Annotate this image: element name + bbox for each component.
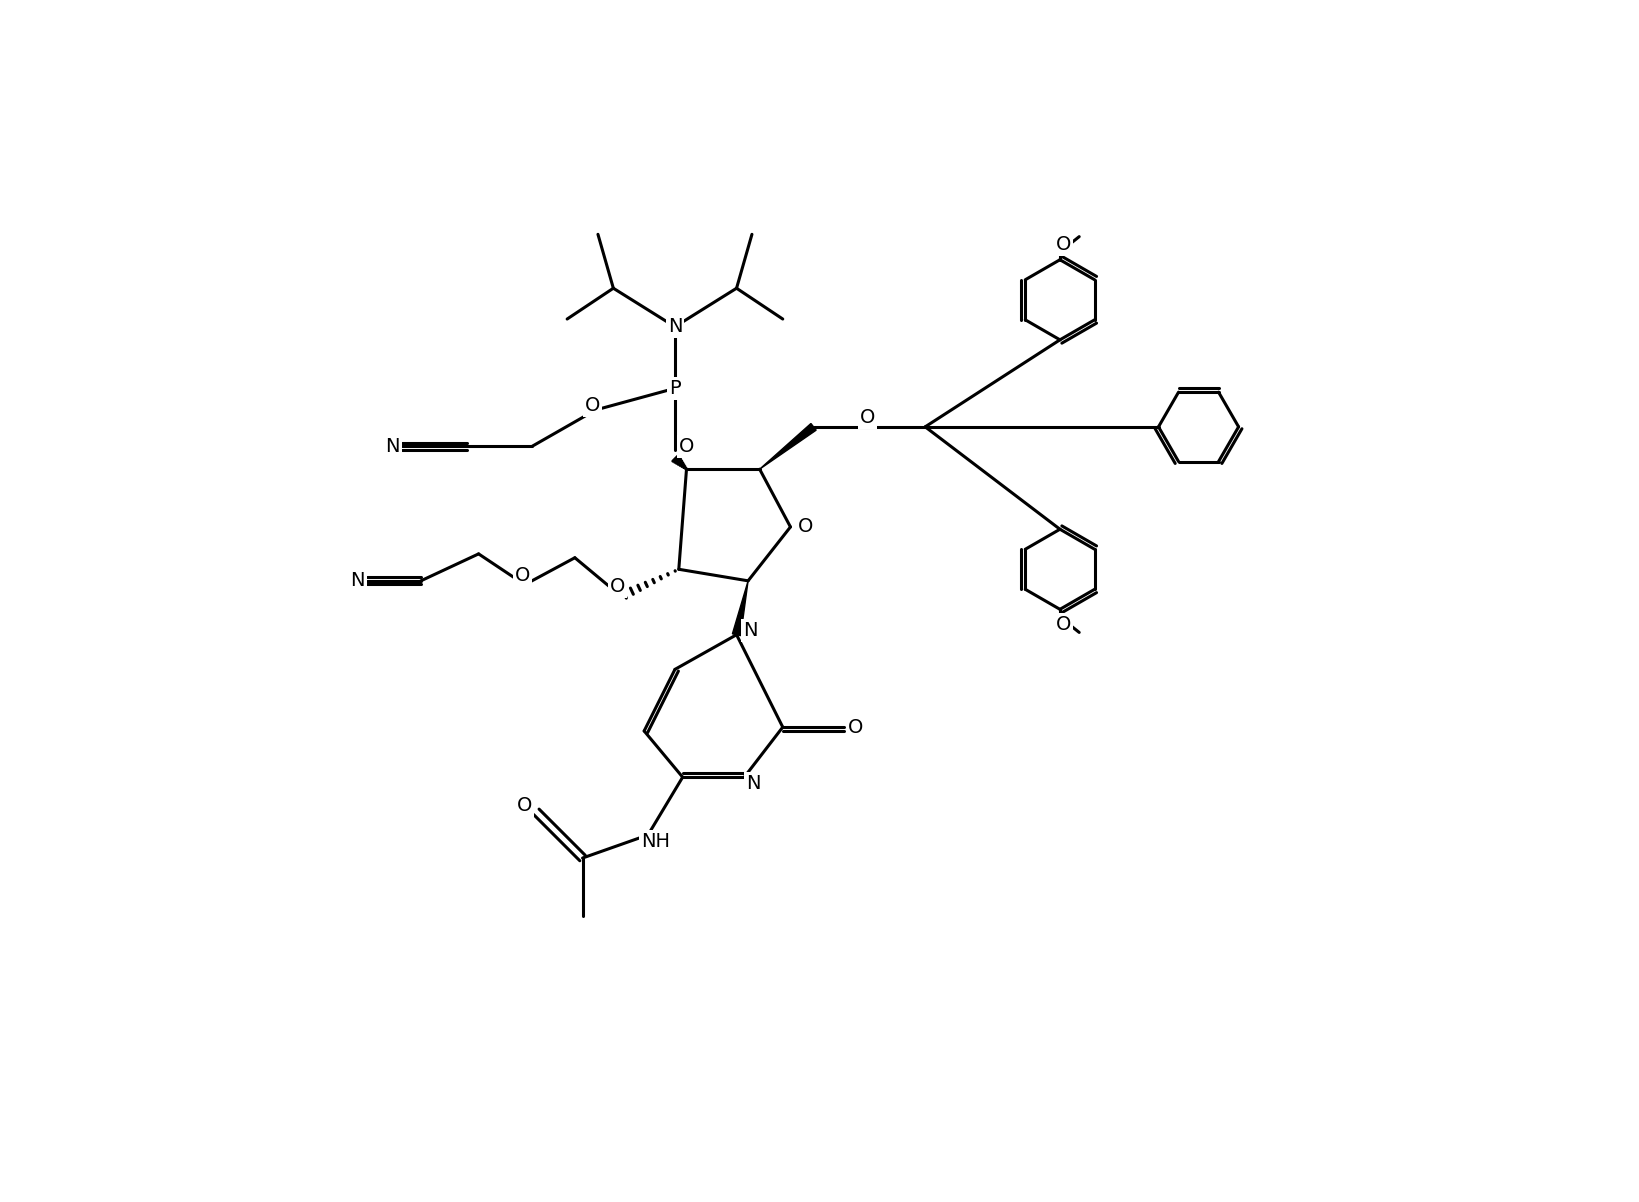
Text: O: O: [1056, 615, 1070, 635]
Text: N: N: [385, 436, 400, 456]
Text: O: O: [516, 796, 533, 815]
Text: NH: NH: [641, 832, 670, 851]
Text: O: O: [847, 718, 864, 737]
Text: O: O: [585, 395, 600, 415]
Text: N: N: [742, 621, 757, 641]
Text: P: P: [669, 379, 680, 398]
Text: O: O: [515, 566, 529, 585]
Text: O: O: [1056, 234, 1070, 254]
Text: O: O: [859, 409, 875, 427]
Text: O: O: [798, 517, 813, 536]
Polygon shape: [733, 581, 747, 636]
Text: N: N: [351, 571, 365, 590]
Polygon shape: [759, 423, 816, 469]
Text: N: N: [746, 774, 760, 793]
Text: O: O: [610, 577, 624, 596]
Text: N: N: [667, 317, 682, 337]
Text: O: O: [679, 436, 693, 456]
